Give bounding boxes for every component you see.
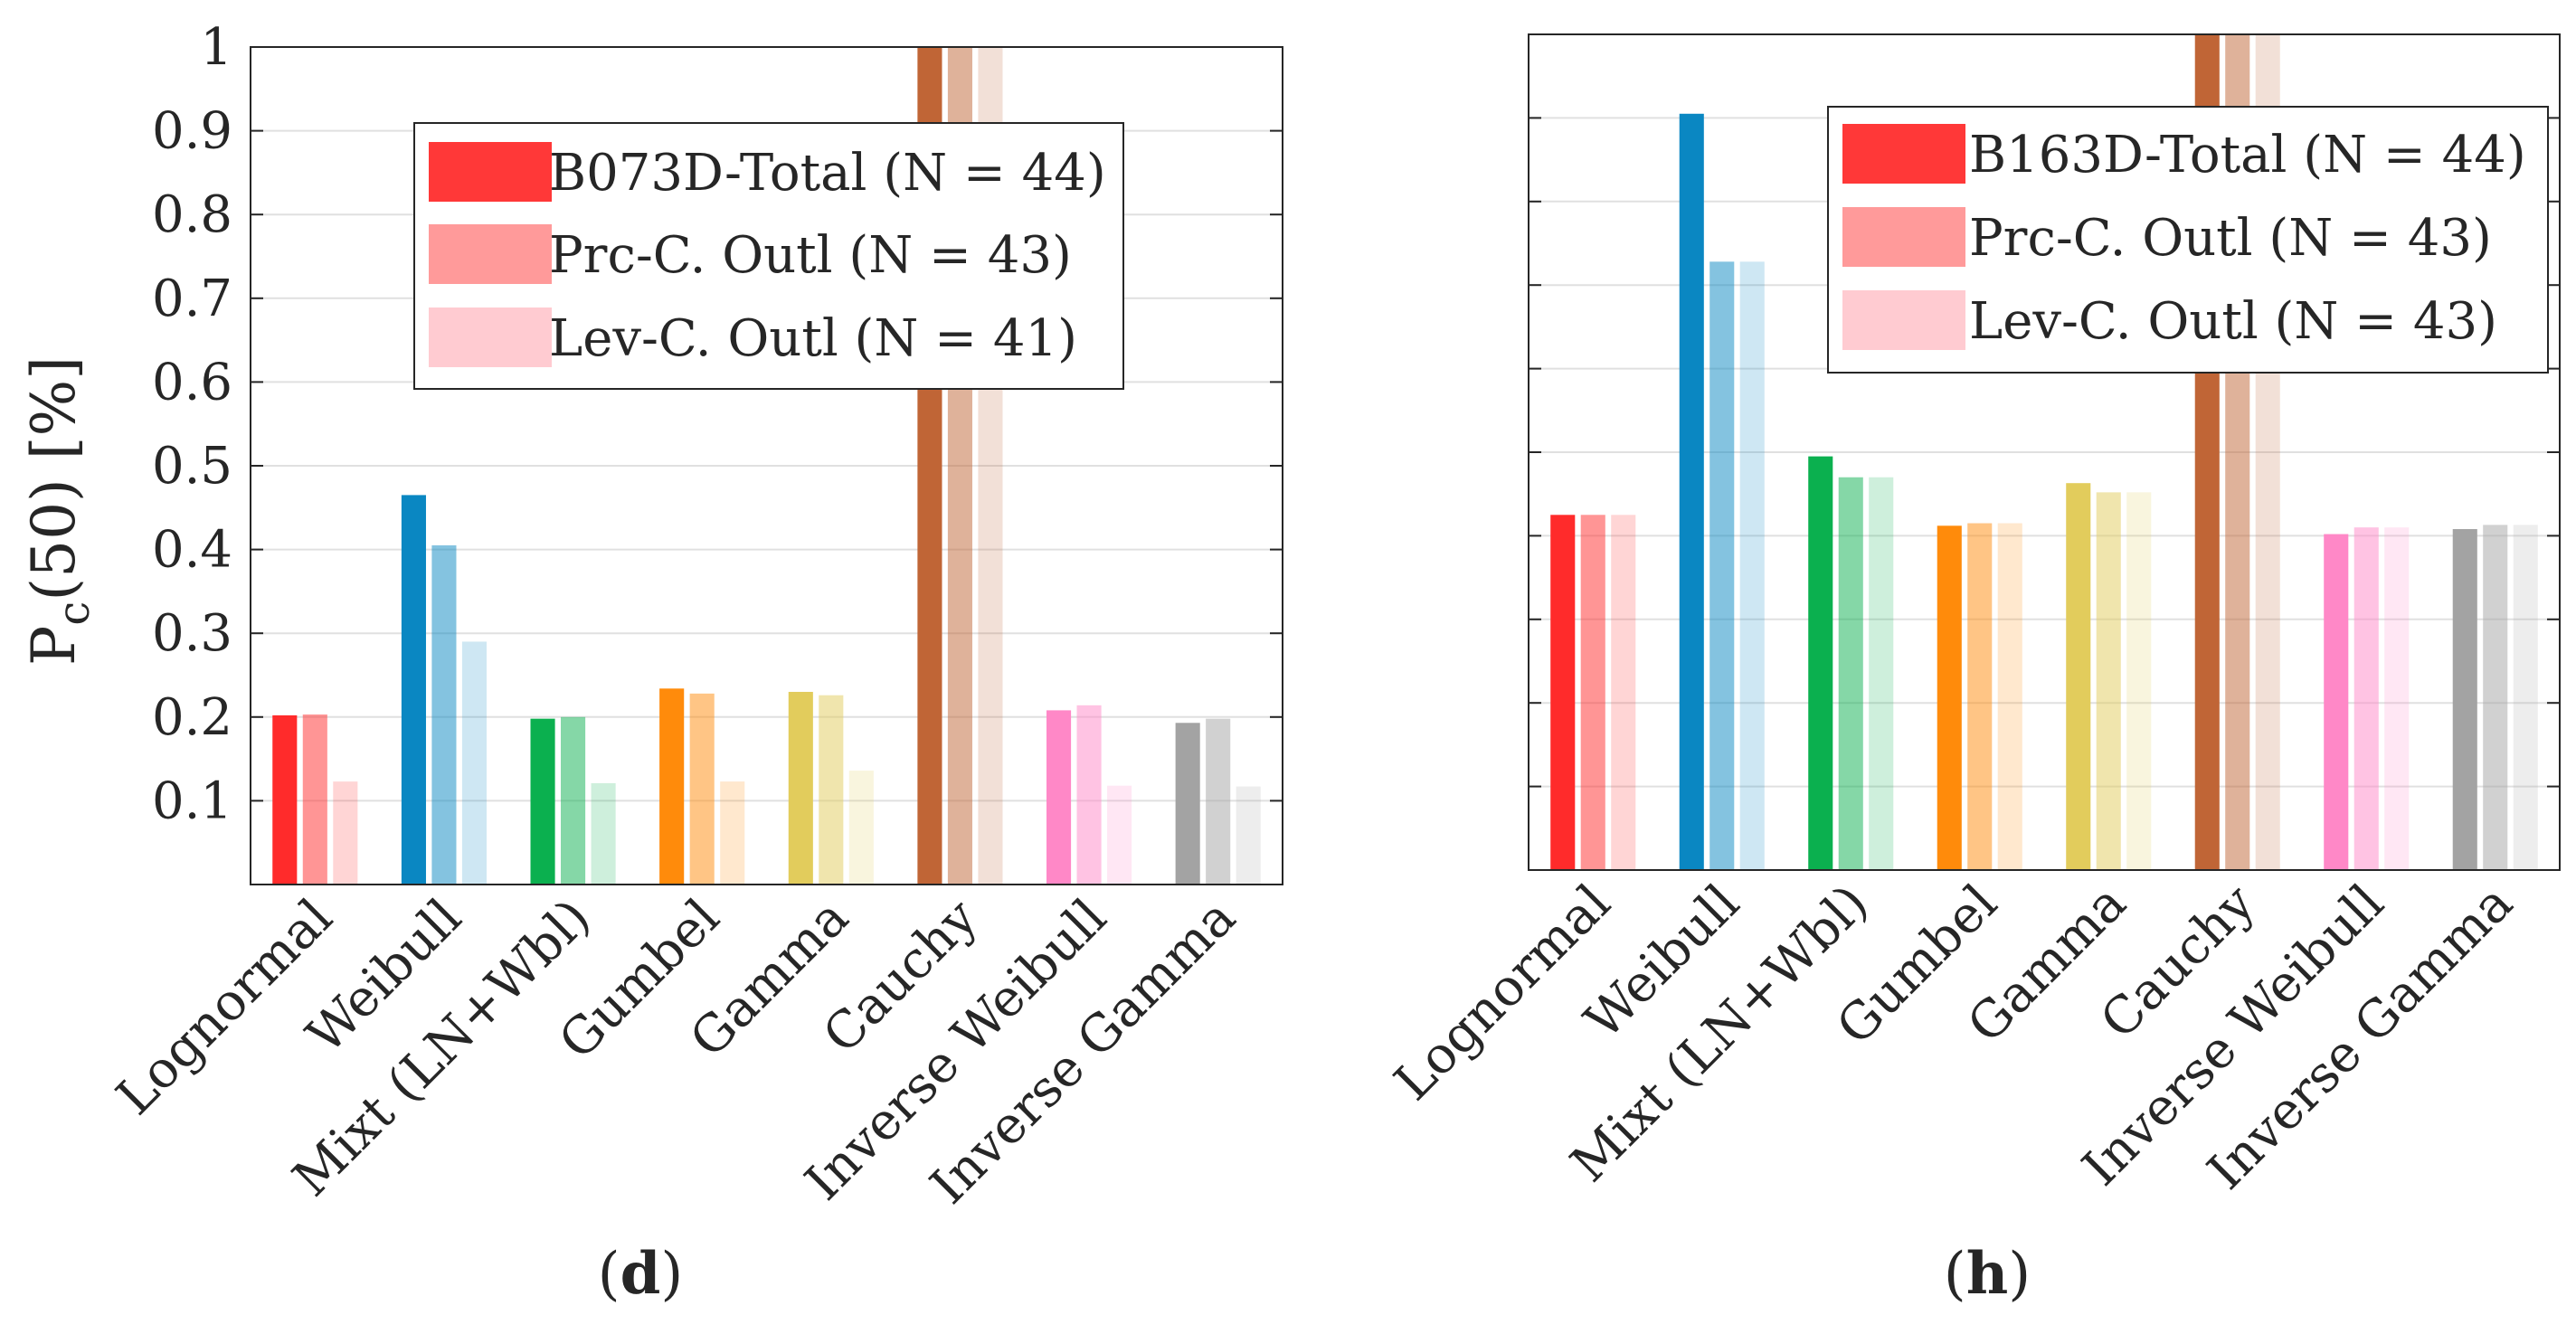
legend-swatch xyxy=(429,224,552,284)
bar-weibull-series-2 xyxy=(431,544,457,885)
panel-letter: h xyxy=(1966,1240,2009,1308)
y-tick-label: 0.9 xyxy=(152,102,232,161)
bar-inverse-gamma-series-2 xyxy=(2483,525,2508,870)
legend-swatch xyxy=(1842,124,1965,184)
bar-inverse-gamma-series-3 xyxy=(2513,525,2538,870)
bar-weibull-series-2 xyxy=(1709,261,1735,870)
y-axis-label-sub: c xyxy=(49,601,99,626)
y-tick-label: 0.5 xyxy=(152,437,232,496)
legend-swatch xyxy=(1842,207,1965,267)
y-ticks xyxy=(1529,33,2560,788)
legend-entry: B073D-Total (N = 44) xyxy=(549,144,1106,203)
bar-gumbel-series-1 xyxy=(1937,525,1962,870)
legend: B073D-Total (N = 44) Prc-C. Outl (N = 43)… xyxy=(413,122,1124,390)
legend-entry: B163D-Total (N = 44) xyxy=(1969,126,2526,184)
panel-letter: d xyxy=(620,1240,661,1308)
x-tick-label: Lognormal xyxy=(106,888,345,1127)
legend-swatch xyxy=(429,142,552,202)
bar-inverse-weibull-series-1 xyxy=(2324,534,2349,870)
bar-weibull-series-1 xyxy=(401,495,426,885)
bar-inverse-gamma-series-3 xyxy=(1236,786,1261,885)
bar-lognormal-series-2 xyxy=(302,714,327,885)
bar-gamma-series-1 xyxy=(788,692,813,885)
bar-gumbel-series-2 xyxy=(1967,523,1993,870)
bar-gamma-series-3 xyxy=(2126,492,2152,870)
y-axis-label-rest: (50) [%] xyxy=(19,356,89,601)
legend-entry: Prc-C. Outl (N = 43) xyxy=(549,226,1072,285)
y-tick-label: 0.6 xyxy=(152,353,232,412)
y-tick-label: 0.7 xyxy=(152,270,232,328)
y-tick-label: 0.3 xyxy=(152,604,232,663)
bar-gumbel-series-3 xyxy=(1997,523,2022,870)
y-tick-label: 0.4 xyxy=(152,521,232,580)
bar-inverse-weibull-series-2 xyxy=(2353,527,2379,870)
bar-lognormal-series-3 xyxy=(1611,515,1636,870)
y-tick-label: 0.1 xyxy=(152,771,232,830)
panel-label: (d) xyxy=(598,1240,684,1308)
bar-inverse-weibull-series-3 xyxy=(2384,527,2410,870)
legend-swatch xyxy=(429,307,552,367)
legend-entry: Lev-C. Outl (N = 41) xyxy=(549,309,1077,368)
bar-gumbel-series-2 xyxy=(689,693,715,885)
bar-inverse-gamma-series-1 xyxy=(2452,529,2477,870)
bar-lognormal-series-2 xyxy=(1580,515,1605,870)
bar-weibull-series-3 xyxy=(1739,261,1765,870)
bar-lognormal-series-1 xyxy=(272,714,298,885)
y-ticks: 0.1 0.2 0.3 0.4 0.5 0.6 0.7 0.8 0.9 1 xyxy=(152,18,1283,830)
bar-inverse-weibull-series-3 xyxy=(1107,785,1132,885)
bar-lognormal-series-3 xyxy=(333,781,358,885)
chart-panel-d: 0.1 0.2 0.3 0.4 0.5 0.6 0.7 0.8 0.9 1 LognormalWe… xyxy=(19,18,1283,1308)
legend: B163D-Total (N = 44) Prc-C. Outl (N = 43)… xyxy=(1827,106,2549,374)
legend-entry: Prc-C. Outl (N = 43) xyxy=(1969,209,2492,268)
bar-mixt-ln-wbl--series-3 xyxy=(591,782,616,885)
y-axis-label-main: P xyxy=(19,626,89,666)
legend-swatch xyxy=(1842,290,1965,350)
bar-mixt-ln-wbl--series-1 xyxy=(1808,456,1833,870)
bar-inverse-weibull-series-2 xyxy=(1076,705,1102,885)
y-axis-label: Pc(50) [%] xyxy=(19,356,99,666)
bar-gumbel-series-3 xyxy=(720,781,745,885)
bar-weibull-series-1 xyxy=(1679,113,1704,870)
bar-inverse-weibull-series-1 xyxy=(1046,710,1072,885)
y-tick-label: 1 xyxy=(200,18,232,77)
legend-entry: Lev-C. Outl (N = 43) xyxy=(1969,292,2497,351)
bar-lognormal-series-1 xyxy=(1550,515,1576,870)
bar-gumbel-series-1 xyxy=(659,688,685,885)
bar-gamma-series-3 xyxy=(848,771,874,885)
bar-inverse-gamma-series-1 xyxy=(1175,723,1200,885)
bar-mixt-ln-wbl--series-3 xyxy=(1869,477,1894,870)
bar-inverse-gamma-series-2 xyxy=(1206,718,1231,885)
y-tick-label: 0.8 xyxy=(152,185,232,244)
panel-label: (h) xyxy=(1944,1240,2031,1308)
bar-mixt-ln-wbl--series-2 xyxy=(561,716,586,885)
bar-gamma-series-1 xyxy=(2066,483,2091,870)
y-tick-label: 0.2 xyxy=(152,688,232,747)
bar-mixt-ln-wbl--series-1 xyxy=(530,718,555,885)
bar-weibull-series-3 xyxy=(461,641,488,885)
bar-gamma-series-2 xyxy=(2096,492,2121,870)
bar-gamma-series-2 xyxy=(819,695,844,885)
bar-mixt-ln-wbl--series-2 xyxy=(1838,477,1863,870)
x-tick-label: Lognormal xyxy=(1384,874,1623,1112)
